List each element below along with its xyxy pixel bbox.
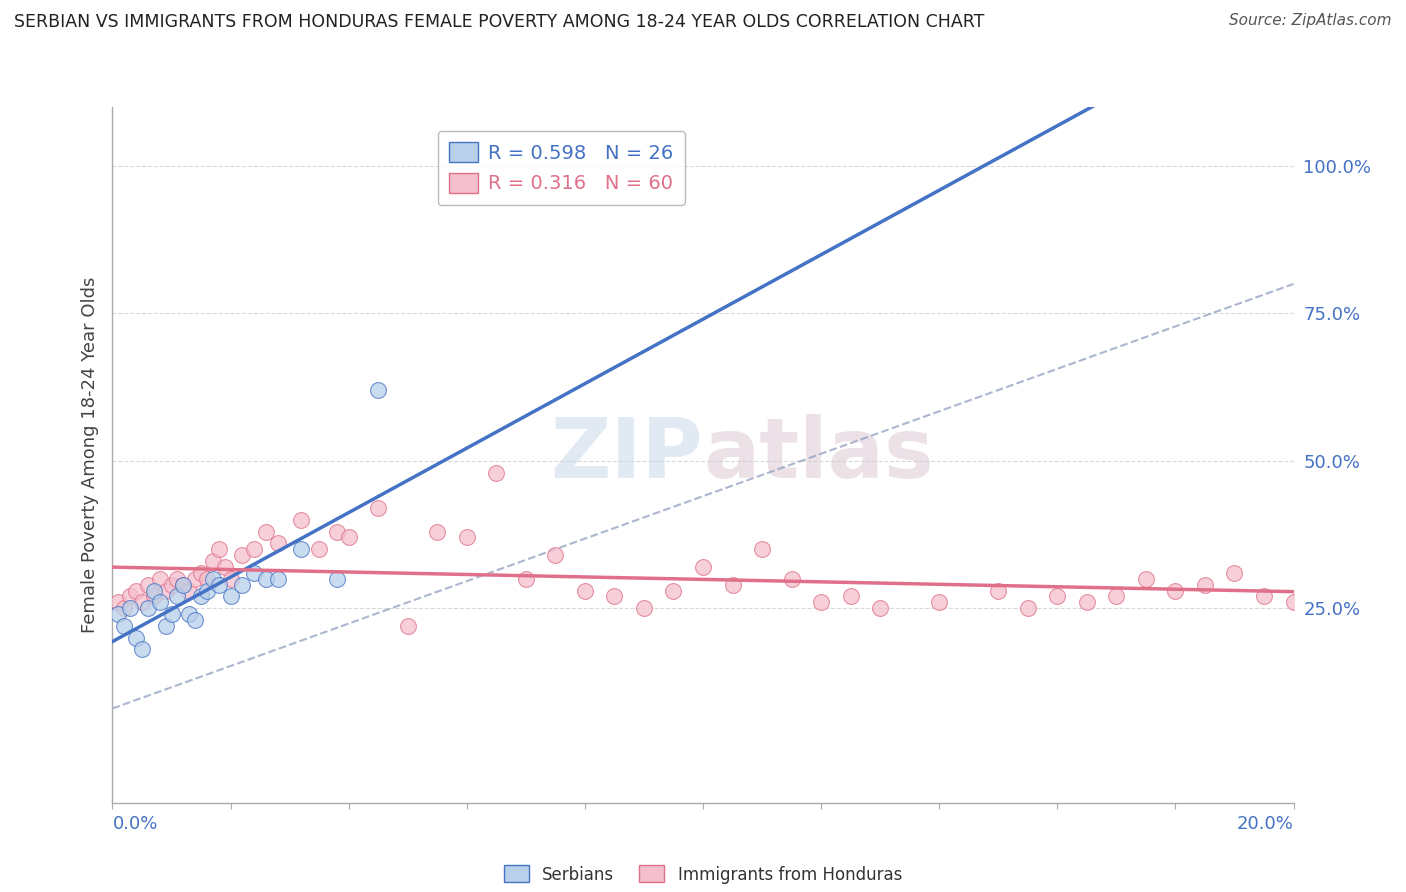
Point	[1194, 577, 1216, 591]
Point	[195, 583, 218, 598]
Text: 20.0%: 20.0%	[1237, 814, 1294, 832]
Point	[107, 595, 129, 609]
Point	[112, 619, 135, 633]
Point	[751, 542, 773, 557]
Point	[367, 383, 389, 397]
Point	[308, 542, 330, 557]
Point	[136, 601, 159, 615]
Point	[155, 583, 177, 598]
Point	[166, 590, 188, 604]
Point	[515, 572, 537, 586]
Legend: Serbians, Immigrants from Honduras: Serbians, Immigrants from Honduras	[495, 857, 911, 892]
Point	[426, 524, 449, 539]
Point	[243, 566, 266, 580]
Point	[190, 566, 212, 580]
Point	[326, 524, 349, 539]
Point	[662, 583, 685, 598]
Point	[290, 542, 312, 557]
Point	[149, 572, 172, 586]
Point	[131, 595, 153, 609]
Point	[485, 466, 508, 480]
Point	[267, 536, 290, 550]
Point	[190, 590, 212, 604]
Point	[231, 577, 253, 591]
Point	[987, 583, 1010, 598]
Point	[254, 572, 277, 586]
Point	[780, 572, 803, 586]
Point	[155, 619, 177, 633]
Text: SERBIAN VS IMMIGRANTS FROM HONDURAS FEMALE POVERTY AMONG 18-24 YEAR OLDS CORRELA: SERBIAN VS IMMIGRANTS FROM HONDURAS FEMA…	[14, 13, 984, 31]
Point	[367, 500, 389, 515]
Point	[1253, 590, 1275, 604]
Point	[254, 524, 277, 539]
Point	[1223, 566, 1246, 580]
Point	[219, 572, 242, 586]
Point	[214, 560, 236, 574]
Point	[142, 590, 165, 604]
Point	[201, 554, 224, 568]
Point	[633, 601, 655, 615]
Point	[184, 572, 207, 586]
Point	[107, 607, 129, 621]
Point	[326, 572, 349, 586]
Point	[219, 590, 242, 604]
Point	[160, 607, 183, 621]
Text: atlas: atlas	[703, 415, 934, 495]
Point	[208, 542, 231, 557]
Point	[136, 577, 159, 591]
Point	[869, 601, 891, 615]
Point	[208, 577, 231, 591]
Point	[1046, 590, 1069, 604]
Point	[172, 577, 194, 591]
Point	[721, 577, 744, 591]
Point	[184, 613, 207, 627]
Point	[125, 583, 148, 598]
Point	[179, 583, 201, 598]
Point	[201, 572, 224, 586]
Point	[112, 601, 135, 615]
Point	[1105, 590, 1128, 604]
Point	[396, 619, 419, 633]
Point	[839, 590, 862, 604]
Point	[692, 560, 714, 574]
Point	[231, 548, 253, 562]
Point	[290, 513, 312, 527]
Point	[1164, 583, 1187, 598]
Point	[131, 642, 153, 657]
Point	[120, 590, 142, 604]
Text: Source: ZipAtlas.com: Source: ZipAtlas.com	[1229, 13, 1392, 29]
Point	[120, 601, 142, 615]
Point	[544, 548, 567, 562]
Point	[1076, 595, 1098, 609]
Point	[125, 631, 148, 645]
Text: 0.0%: 0.0%	[112, 814, 157, 832]
Point	[810, 595, 832, 609]
Point	[166, 572, 188, 586]
Point	[149, 595, 172, 609]
Point	[928, 595, 950, 609]
Point	[1017, 601, 1039, 615]
Point	[243, 542, 266, 557]
Text: ZIP: ZIP	[551, 415, 703, 495]
Point	[195, 572, 218, 586]
Point	[142, 583, 165, 598]
Point	[574, 583, 596, 598]
Point	[179, 607, 201, 621]
Point	[603, 590, 626, 604]
Point	[1282, 595, 1305, 609]
Y-axis label: Female Poverty Among 18-24 Year Olds: Female Poverty Among 18-24 Year Olds	[80, 277, 98, 633]
Point	[267, 572, 290, 586]
Point	[172, 577, 194, 591]
Point	[456, 531, 478, 545]
Point	[160, 577, 183, 591]
Point	[337, 531, 360, 545]
Point	[1135, 572, 1157, 586]
